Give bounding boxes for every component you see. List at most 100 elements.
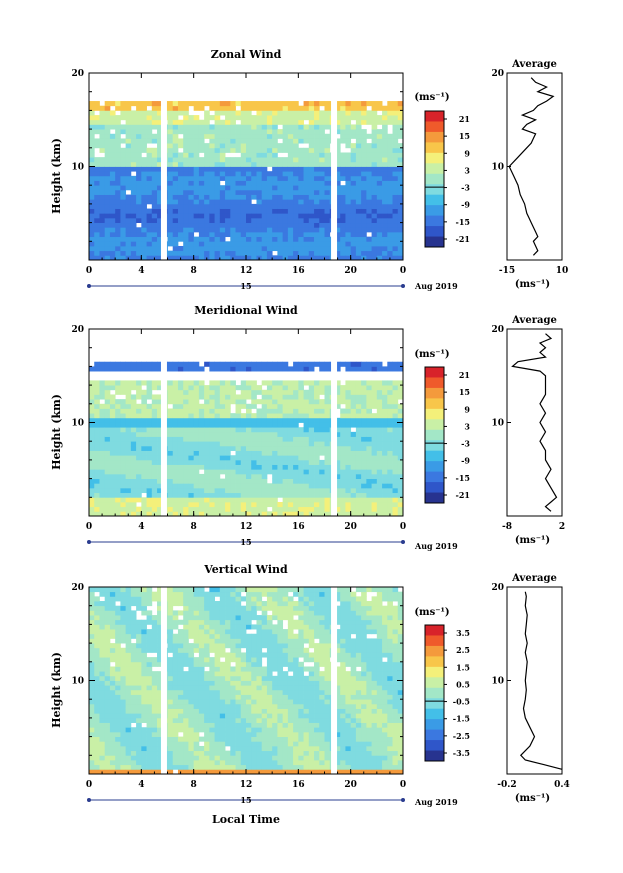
- heatmap-cell: [277, 227, 284, 233]
- heatmap-cell: [251, 208, 257, 214]
- heatmap-cell: [209, 399, 215, 405]
- heatmap-cell: [214, 110, 221, 116]
- heatmap-cell: [141, 203, 147, 209]
- heatmap-cell: [157, 610, 163, 616]
- heatmap-cell: [146, 601, 153, 607]
- heatmap-cell: [387, 469, 393, 475]
- heatmap-cell: [387, 101, 393, 107]
- heatmap-cell: [157, 203, 163, 209]
- heatmap-cell: [151, 175, 158, 181]
- heatmap-cell: [183, 610, 189, 616]
- heatmap-cell: [183, 189, 189, 195]
- heatmap-cell: [314, 171, 320, 177]
- heatmap-cell: [340, 445, 346, 451]
- heatmap-cell: [167, 759, 174, 766]
- heatmap-cell: [109, 175, 116, 181]
- heatmap-cell: [167, 133, 174, 139]
- heatmap-cell: [157, 464, 163, 470]
- heatmap-cell: [115, 389, 121, 395]
- heatmap-cell: [183, 185, 189, 191]
- heatmap-cell: [340, 213, 346, 219]
- heatmap-cell: [392, 380, 399, 386]
- heatmap-cell: [89, 492, 95, 498]
- heatmap-cell: [193, 487, 200, 494]
- heatmap-cell: [125, 680, 132, 686]
- heatmap-cell: [125, 487, 132, 494]
- heatmap-cell: [94, 657, 100, 663]
- heatmap-cell: [141, 450, 147, 456]
- heatmap-cell: [319, 110, 325, 116]
- heatmap-cell: [120, 203, 127, 209]
- heatmap-cell: [141, 115, 147, 121]
- heatmap-cell: [151, 473, 158, 480]
- heatmap-cell: [225, 129, 231, 135]
- heatmap-cell: [109, 199, 116, 205]
- heatmap-cell: [298, 413, 304, 419]
- heatmap-cell: [355, 511, 362, 516]
- heatmap-cell: [303, 124, 310, 130]
- colorbar-segment: [425, 461, 444, 473]
- heatmap-cell: [172, 203, 179, 209]
- heatmap-cell: [272, 217, 278, 224]
- heatmap-cell: [287, 115, 294, 121]
- heatmap-cell: [172, 101, 179, 107]
- heatmap-cell: [282, 161, 289, 167]
- heatmap-cell: [230, 119, 236, 125]
- heatmap-cell: [136, 469, 142, 475]
- heatmap-cell: [282, 203, 289, 209]
- heatmap-cell: [188, 601, 195, 607]
- heatmap-cell: [382, 227, 388, 233]
- heatmap-cell: [272, 152, 278, 158]
- heatmap-cell: [214, 105, 221, 111]
- heatmap-cell: [120, 492, 127, 498]
- heatmap-cell: [303, 478, 310, 484]
- heatmap-cell: [214, 689, 221, 695]
- heatmap-cell: [167, 647, 174, 653]
- heatmap-cell: [355, 217, 362, 224]
- heatmap-cell: [125, 250, 132, 256]
- colorbar-segment: [425, 471, 444, 483]
- heatmap-cell: [225, 105, 231, 111]
- heatmap-cell: [272, 236, 278, 242]
- heatmap-cell: [209, 629, 215, 635]
- x-tick-label: 20: [344, 522, 357, 532]
- heatmap-cell: [204, 185, 210, 191]
- heatmap-cell: [209, 180, 215, 186]
- heatmap-cell: [277, 143, 284, 149]
- heatmap-cell: [256, 389, 263, 395]
- heatmap-cell: [130, 152, 137, 158]
- heatmap-cell: [146, 680, 153, 686]
- heatmap-cell: [340, 194, 346, 200]
- heatmap-cell: [324, 501, 331, 508]
- heatmap-cell: [235, 478, 242, 484]
- heatmap-cell: [361, 445, 367, 451]
- heatmap-cell: [193, 222, 200, 228]
- heatmap-cell: [397, 180, 403, 186]
- heatmap-cell: [167, 610, 174, 616]
- heatmap-cell: [120, 624, 127, 630]
- heatmap-cell: [376, 450, 383, 456]
- heatmap-cell: [214, 713, 221, 719]
- heatmap-cell: [167, 115, 174, 121]
- heatmap-cell: [141, 750, 147, 756]
- heatmap-cell: [340, 227, 346, 233]
- heatmap-cell: [350, 469, 357, 475]
- heatmap-cell: [115, 501, 121, 508]
- heatmap-cell: [172, 227, 179, 233]
- heatmap-cell: [397, 105, 403, 111]
- heatmap-cell: [387, 175, 393, 181]
- heatmap-cell: [256, 101, 263, 107]
- heatmap-cell: [272, 380, 278, 386]
- heatmap-cell: [115, 180, 121, 186]
- heatmap-cell: [282, 227, 289, 233]
- heatmap-cell: [120, 366, 127, 372]
- heatmap-cell: [99, 717, 106, 723]
- heatmap-cell: [94, 422, 100, 428]
- heatmap-cell: [172, 417, 179, 423]
- heatmap-cell: [125, 217, 132, 224]
- heatmap-cell: [235, 497, 242, 503]
- heatmap-cell: [157, 487, 163, 494]
- heatmap-cell: [334, 441, 341, 447]
- heatmap-cell: [130, 119, 137, 125]
- heatmap-cell: [94, 389, 100, 395]
